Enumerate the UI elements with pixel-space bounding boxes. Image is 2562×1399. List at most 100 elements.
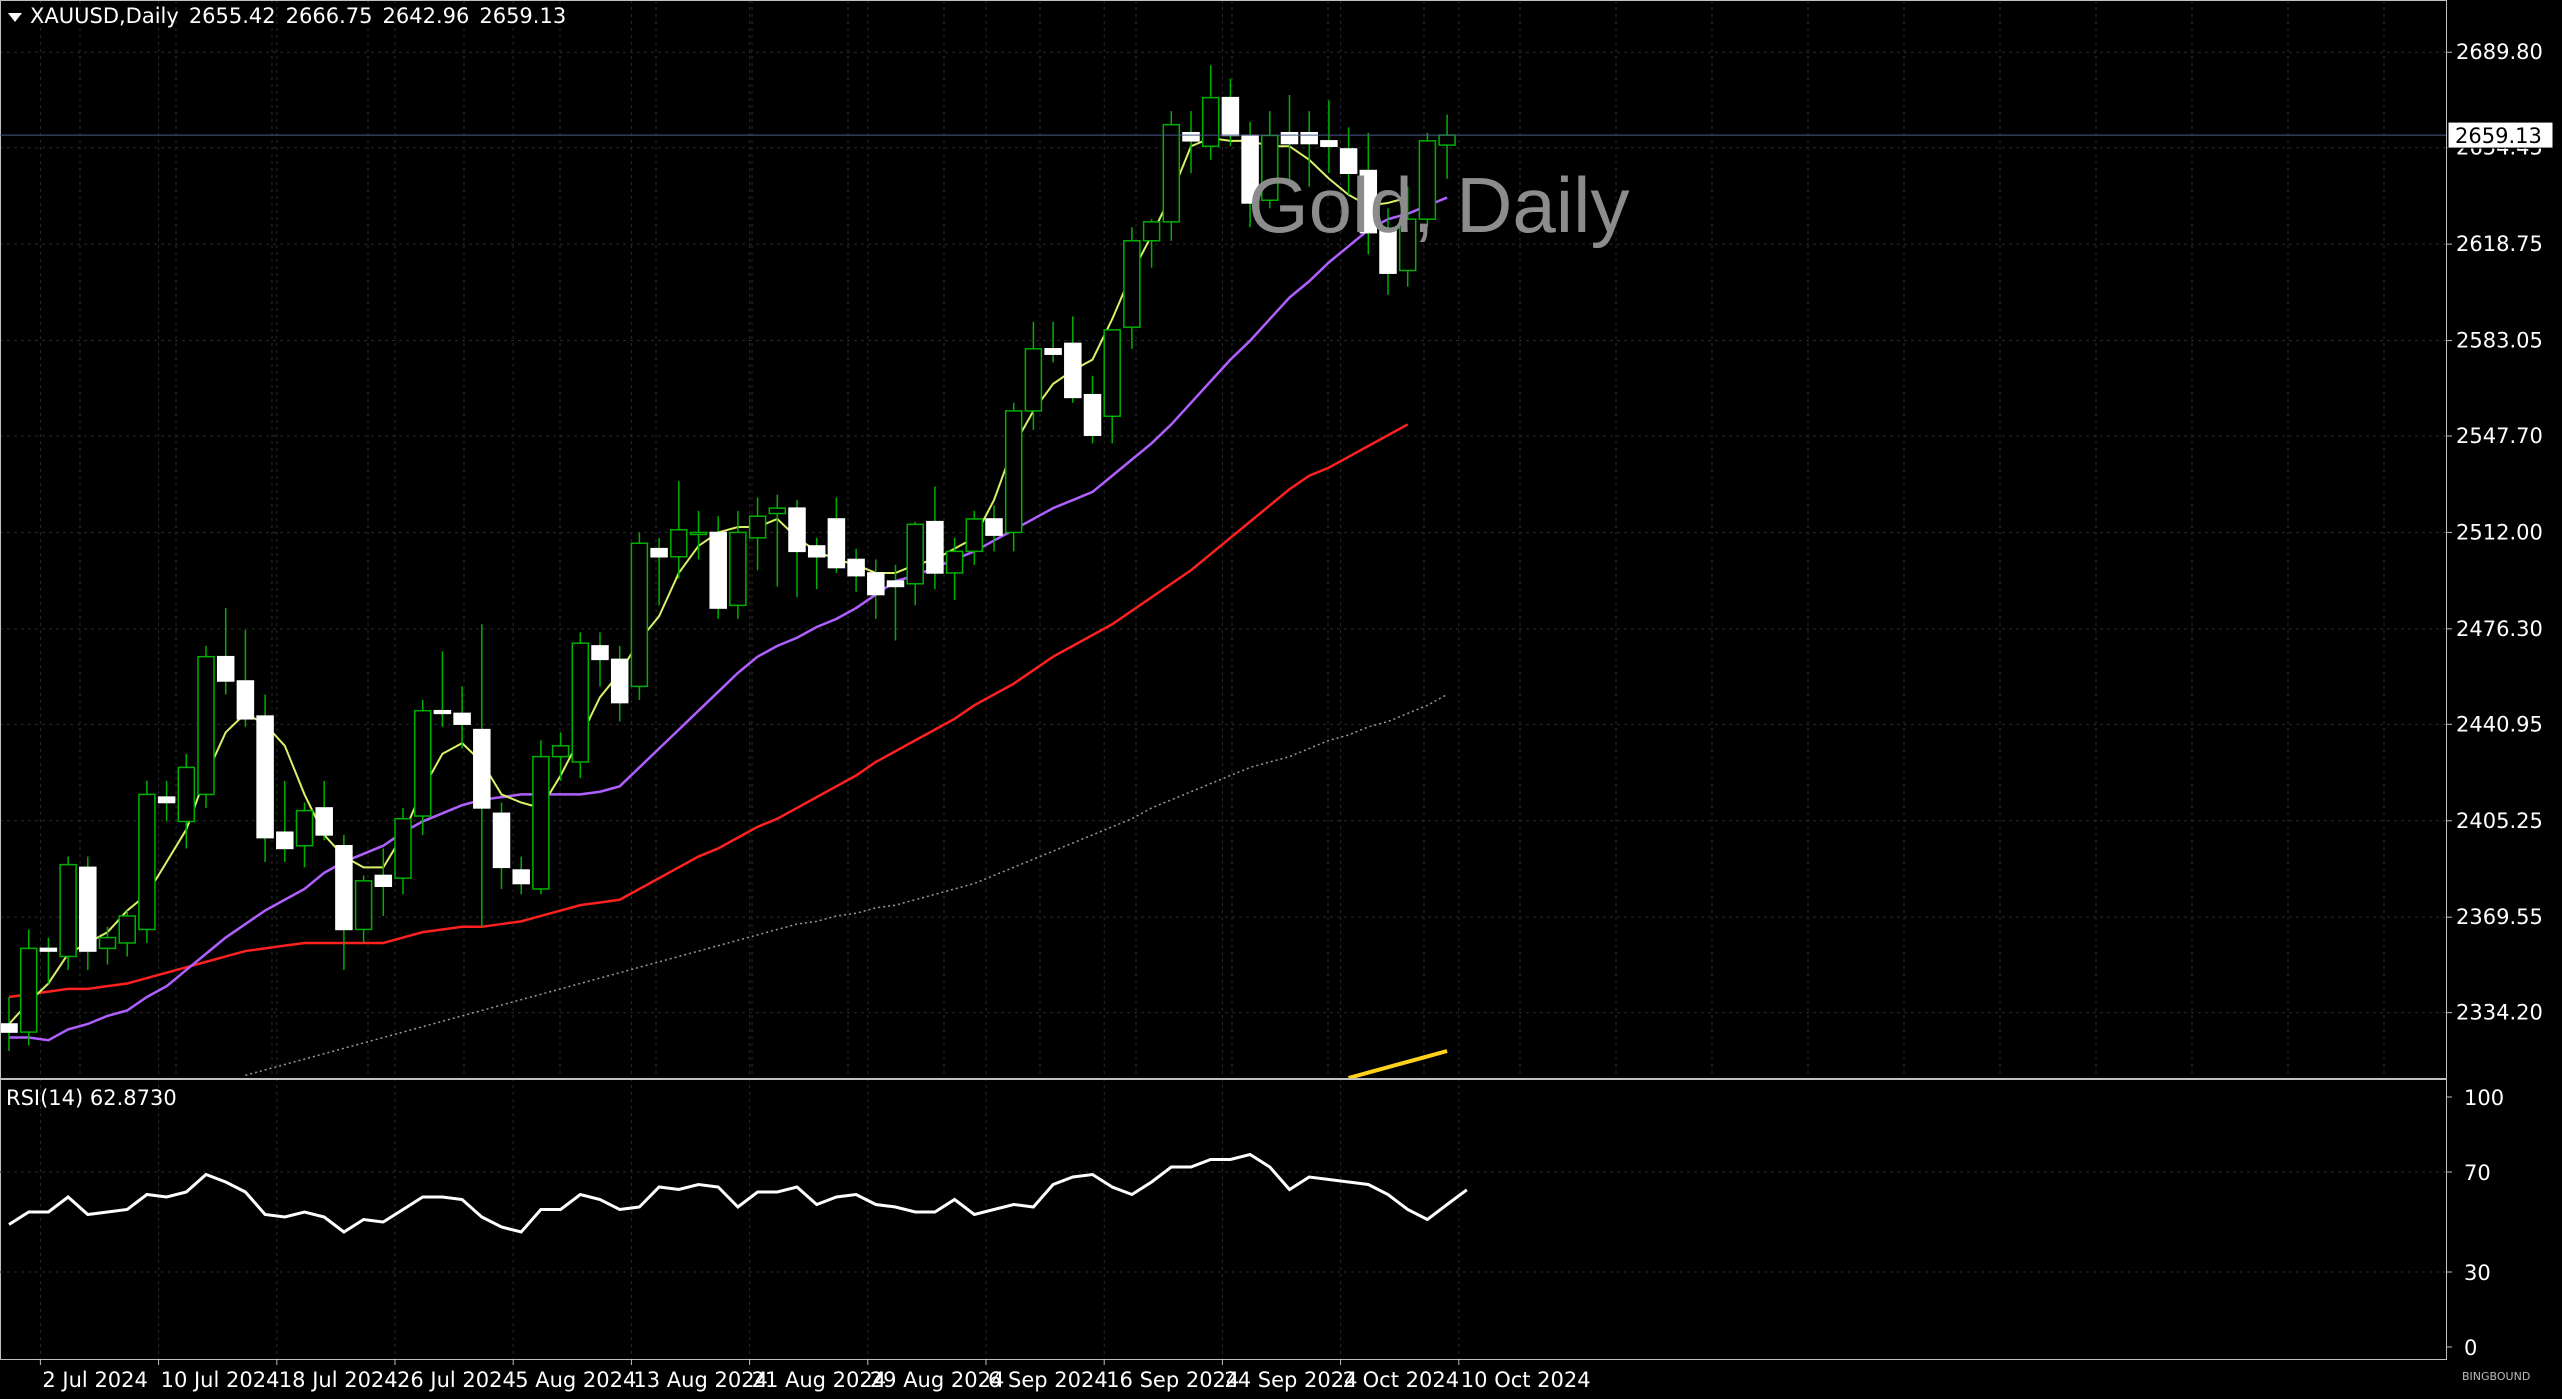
candle-bull — [295, 809, 314, 847]
x-tick-label: 21 Aug 2024 — [752, 1368, 887, 1392]
x-tick-label: 2 Jul 2024 — [42, 1368, 147, 1392]
candle-bull — [1123, 240, 1141, 328]
candle-bull — [630, 542, 649, 688]
candle-bear — [827, 518, 846, 569]
y-tick-label: 2369.55 — [2456, 905, 2543, 929]
candle-bull — [98, 936, 117, 950]
rsi-tick-label: 30 — [2464, 1261, 2491, 1285]
candle-bear — [807, 545, 826, 558]
collapse-triangle-icon[interactable] — [8, 12, 22, 22]
candle-bull — [532, 755, 550, 890]
candle-bear — [591, 645, 609, 661]
candle-bear — [867, 572, 885, 596]
rsi-line — [8, 1152, 1468, 1234]
x-tick-label: 2 Oct 2024 — [1343, 1368, 1459, 1392]
y-tick-label: 2547.70 — [2456, 424, 2543, 448]
x-tick-label: 29 Aug 2024 — [870, 1368, 1005, 1392]
candle-bull — [1201, 96, 1220, 147]
ma200-line — [1348, 1049, 1448, 1080]
candle-bear — [1221, 96, 1240, 137]
candle-bear — [315, 807, 333, 836]
y-tick-label: 2334.20 — [2456, 1001, 2543, 1025]
chart-header: XAUUSD,Daily 2655.42 2666.75 2642.96 2659.13 — [8, 4, 576, 28]
candle-bull — [177, 766, 196, 823]
candle-bear — [1064, 342, 1082, 399]
candle-bear — [1083, 393, 1102, 436]
low-value: 2642.96 — [382, 4, 470, 28]
chart-watermark: Gold, Daily — [1248, 161, 1630, 249]
candle-bull — [1398, 218, 1417, 272]
candle-bull — [1103, 329, 1121, 418]
rsi-panel: 100 70 30 0 — [0, 1086, 2504, 1360]
rsi-tick-label: 100 — [2464, 1086, 2504, 1110]
candle-bear — [276, 831, 294, 850]
ma50-line — [8, 423, 1409, 999]
candle-bear — [0, 1023, 18, 1033]
x-tick-label: 10 Oct 2024 — [1461, 1368, 1591, 1392]
candle-bull — [768, 507, 787, 515]
candle-bear — [926, 520, 944, 574]
candle-bull — [394, 817, 412, 879]
ma100-line — [245, 693, 1448, 1077]
x-tick-label: 26 Jul 2024 — [397, 1368, 516, 1392]
y-tick-label: 2512.00 — [2456, 520, 2543, 544]
candle-bull — [1162, 123, 1181, 223]
candle-bull — [59, 863, 77, 958]
candle-bear — [79, 866, 97, 952]
candle-bull — [945, 550, 964, 574]
candle-bear — [610, 658, 629, 704]
candle-bear — [1379, 229, 1397, 274]
rsi-tick-label: 70 — [2464, 1161, 2491, 1185]
candle-bull — [413, 709, 432, 817]
candle-bear — [985, 518, 1003, 536]
candle-bull — [670, 528, 688, 558]
candle-bull — [906, 523, 924, 585]
candle-bull — [1142, 221, 1161, 242]
candle-bull — [729, 531, 747, 607]
high-value: 2666.75 — [285, 4, 373, 28]
candle-bull — [1418, 140, 1437, 220]
candle-bull — [551, 745, 570, 758]
y-tick-label: 2618.75 — [2456, 232, 2543, 256]
candle-bear — [1280, 131, 1299, 145]
candle-bear — [1182, 131, 1200, 142]
x-tick-label: 10 Jul 2024 — [161, 1368, 280, 1392]
current-price-box — [2447, 121, 2554, 149]
candle-bear — [1339, 148, 1358, 174]
candle-bear — [1359, 169, 1378, 234]
candle-bear — [256, 715, 274, 839]
x-tick-label: 5 Aug 2024 — [515, 1368, 636, 1392]
y-tick-label: 2689.80 — [2456, 40, 2543, 64]
candle-bull — [1438, 134, 1456, 146]
plot-frame — [0, 0, 2447, 1360]
y-tick-label: 2405.25 — [2456, 809, 2543, 833]
candle-bull — [965, 518, 984, 553]
grid — [0, 0, 2446, 1359]
candle-bull — [689, 531, 708, 536]
candle-bear — [236, 680, 255, 720]
candle-bull — [748, 515, 767, 539]
candle-bear — [473, 728, 491, 809]
open-value: 2655.42 — [188, 4, 276, 28]
candle-bear — [650, 547, 668, 558]
candle-bear — [512, 869, 530, 885]
candle-bear — [453, 712, 471, 725]
candle-bull — [1004, 410, 1023, 534]
x-tick-label: 24 Sep 2024 — [1224, 1368, 1357, 1392]
x-tick-label: 6 Sep 2024 — [988, 1368, 1108, 1392]
candle-bear — [492, 812, 511, 869]
candle-bull — [1024, 348, 1043, 412]
candle-bull — [197, 655, 215, 796]
candle-bull — [19, 947, 38, 1033]
candle-bear — [335, 844, 353, 931]
symbol-label: XAUUSD,Daily — [30, 4, 179, 28]
candle-bear — [374, 874, 393, 887]
current-price-label: 2659.13 — [2455, 124, 2542, 148]
close-value: 2659.13 — [479, 4, 567, 28]
candle-bull — [571, 642, 590, 763]
candle-bear — [886, 580, 905, 588]
candle-bear — [709, 531, 727, 609]
ma20-line — [9, 196, 1448, 1042]
candle-bull — [138, 793, 156, 931]
